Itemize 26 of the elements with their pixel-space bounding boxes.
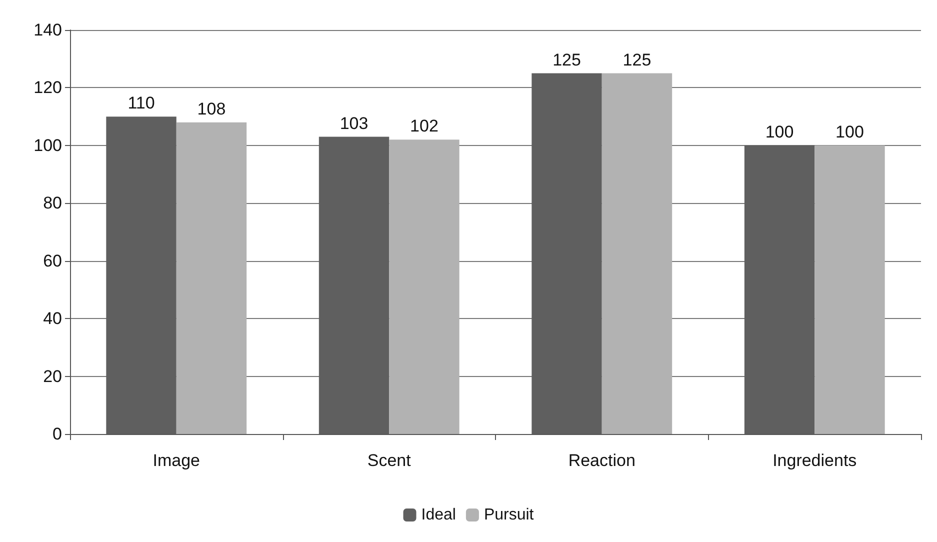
bar [176, 122, 247, 434]
data-label: 108 [197, 99, 226, 118]
bar [602, 73, 672, 434]
data-label: 110 [128, 94, 155, 113]
data-label: 100 [836, 122, 864, 142]
data-label: 125 [622, 50, 652, 70]
x-tick-label: Scent [367, 451, 412, 470]
legend-label: Ideal [421, 506, 456, 524]
y-tick-label: 20 [43, 366, 62, 386]
y-tick-label: 80 [43, 194, 62, 213]
x-tick-label: Image [152, 451, 200, 470]
y-tick-label: 100 [34, 136, 62, 155]
data-label: 125 [552, 50, 581, 70]
legend-label: Pursuit [484, 506, 534, 524]
y-tick-label: 40 [43, 309, 62, 328]
y-tick-label: 120 [34, 78, 62, 98]
bar [814, 145, 885, 434]
y-tick-label: 140 [34, 20, 62, 40]
data-label: 100 [765, 122, 794, 142]
bar [389, 140, 460, 434]
y-tick-label: 60 [43, 251, 62, 270]
data-label: 103 [340, 114, 368, 133]
data-label: 102 [410, 116, 438, 136]
x-tick-label: Reaction [568, 451, 636, 470]
y-tick-label: 0 [52, 424, 62, 444]
x-tick-label: Ingredients [772, 451, 857, 470]
